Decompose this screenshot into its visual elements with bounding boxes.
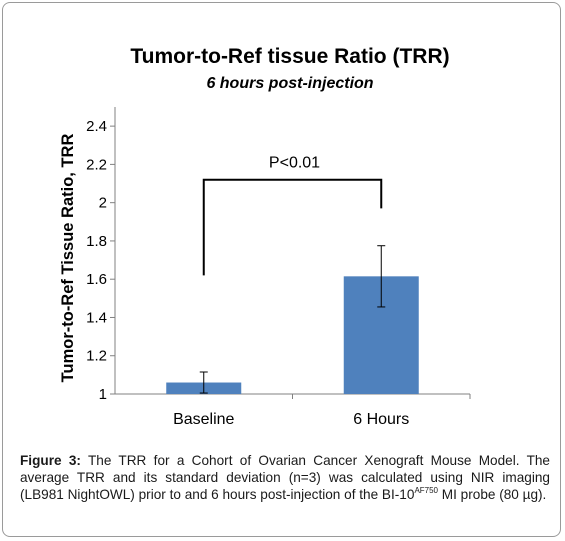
caption-label: Figure 3: xyxy=(20,453,81,468)
plot-area: 1 1.2 1.4 1.6 1.8 2 2.2 2.4 Baseline 6 Hours P<0.0… xyxy=(86,107,471,428)
figure-frame xyxy=(2,2,561,537)
y-tick-label: 1 xyxy=(99,386,107,403)
caption-text-1: The TRR for a Cohort of Ovarian Cancer X… xyxy=(20,453,550,502)
caption-superscript: AF750 xyxy=(414,486,439,495)
chart-subtitle: 6 hours post-injection xyxy=(206,75,373,92)
significance-label: P<0.01 xyxy=(269,155,320,172)
y-tick-label: 1.4 xyxy=(86,309,107,326)
caption-text-2: MI probe (80 µg). xyxy=(438,487,547,502)
y-tick-label: 1.6 xyxy=(86,271,107,288)
y-axis-label: Tumor-to-Ref Tissue Ratio, TRR xyxy=(59,134,77,383)
x-category-label: 6 Hours xyxy=(353,411,409,428)
significance-bracket xyxy=(202,178,383,276)
figure-caption: Figure 3: The TRR for a Cohort of Ovaria… xyxy=(20,452,550,503)
bar-chart: Tumor-to-Ref tissue Ratio (TRR) 6 hours … xyxy=(59,45,471,428)
y-tick-label: 1.8 xyxy=(86,233,107,250)
y-tick-label: 2.4 xyxy=(86,118,107,135)
chart-title: Tumor-to-Ref tissue Ratio (TRR) xyxy=(130,45,449,68)
x-category-label: Baseline xyxy=(173,411,234,428)
y-tick-label: 1.2 xyxy=(86,348,107,365)
y-tick-label: 2.2 xyxy=(86,156,107,173)
y-tick-label: 2 xyxy=(99,195,107,212)
